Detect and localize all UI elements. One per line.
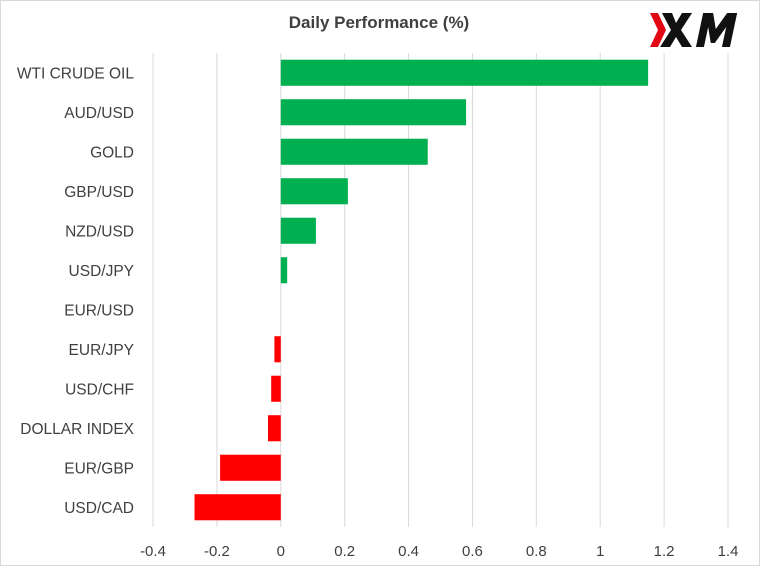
category-label: EUR/USD xyxy=(64,302,134,319)
x-tick-label: 0 xyxy=(277,543,285,560)
x-tick-label: 0.2 xyxy=(334,543,355,560)
bar xyxy=(280,257,288,284)
bar xyxy=(280,138,428,165)
x-tick-label: 1 xyxy=(596,543,604,560)
category-label: USD/CHF xyxy=(65,381,134,398)
x-tick-label: -0.4 xyxy=(140,543,166,560)
bar xyxy=(271,375,281,402)
bar xyxy=(268,415,281,442)
bar xyxy=(280,217,316,244)
category-label: WTI CRUDE OIL xyxy=(17,65,134,82)
category-label: EUR/GBP xyxy=(64,460,134,477)
category-label: NZD/USD xyxy=(65,223,134,240)
bar xyxy=(274,336,281,363)
x-tick-label: 0.4 xyxy=(398,543,419,560)
bar xyxy=(280,178,348,205)
category-label: EUR/JPY xyxy=(69,342,134,359)
category-label: USD/JPY xyxy=(69,263,134,280)
category-label: DOLLAR INDEX xyxy=(20,421,134,438)
bar xyxy=(280,59,649,86)
category-label: AUD/USD xyxy=(64,105,134,122)
x-tick-label: 0.6 xyxy=(462,543,483,560)
x-tick-label: 1.4 xyxy=(718,543,739,560)
category-label: USD/CAD xyxy=(64,500,134,517)
bar xyxy=(220,454,281,481)
x-tick-label: 0.8 xyxy=(526,543,547,560)
chart-title: Daily Performance (%) xyxy=(288,13,470,32)
xm-logo-icon xyxy=(648,9,748,51)
x-tick-label: 1.2 xyxy=(654,543,675,560)
bar xyxy=(194,494,281,521)
bar xyxy=(280,99,467,126)
category-label: GBP/USD xyxy=(64,184,134,201)
category-label: GOLD xyxy=(90,144,134,161)
x-tick-label: -0.2 xyxy=(204,543,230,560)
